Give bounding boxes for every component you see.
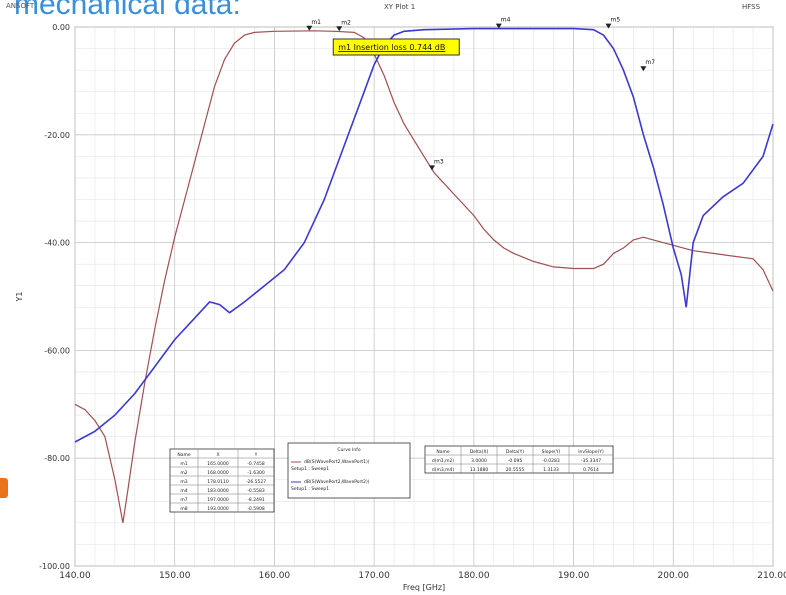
marker-table-cell: m2	[180, 470, 187, 476]
legend-entry-name: dB(S(WavePort2,WavePort2))	[304, 479, 370, 485]
x-tick-label: 140.00	[59, 571, 91, 581]
x-tick-label: 170.00	[358, 571, 390, 581]
x-axis-label: Freq [GHz]	[403, 583, 445, 592]
marker-label: m1	[311, 19, 321, 26]
marker-label: m3	[434, 158, 444, 165]
delta-table-header: Delta(X)	[470, 449, 489, 455]
marker-table-cell: 178.0110	[207, 479, 229, 485]
delta-table-cell: 20.5555	[506, 467, 525, 473]
delta-table-frame	[424, 445, 614, 474]
marker-table-cell: 168.0000	[207, 470, 229, 476]
y-tick-label: -80.00	[44, 454, 70, 463]
marker-triangle	[428, 165, 435, 171]
y-tick-label: 0.00	[52, 23, 70, 32]
y-tick-label: -60.00	[44, 346, 70, 355]
delta-table-cell: 0.7614	[583, 467, 599, 473]
marker-table-frame	[169, 448, 275, 513]
delta-table-cell: -0.0283	[542, 458, 560, 464]
marker-triangle	[336, 26, 343, 32]
legend-entry-setup: Setup1 : Sweep1	[291, 466, 329, 472]
slide-caption: mechanical data:	[14, 0, 241, 21]
marker-table: Name X Ym1 165.0000 -0.7458 m2 168.0000 -1.6300…	[169, 448, 275, 513]
legend-entry-name: dB(S(WavePort2,WavePort1))	[304, 459, 370, 465]
marker-label: m7	[645, 59, 655, 66]
delta-table-cell: 1.3133	[543, 467, 559, 473]
marker-table-cell: m8	[180, 506, 187, 512]
y-tick-label: -40.00	[44, 239, 70, 248]
delta-table: Name Delta(X) Delta(Y) Slope(Y) InvSlope(Y) d…	[424, 445, 614, 474]
x-tick-label: 210.00	[757, 571, 786, 581]
delta-table-cell: 3.0000	[471, 458, 487, 464]
marker-table-cell: -26.5527	[246, 479, 266, 485]
marker-table-cell: 193.0000	[207, 506, 229, 512]
marker-table-cell: 197.0000	[207, 497, 229, 503]
annotation-box	[332, 38, 460, 56]
marker-table-header: Name	[177, 452, 191, 458]
delta-table-header: Delta(Y)	[506, 449, 525, 455]
series-line-2	[74, 27, 774, 443]
marker-label: m4	[501, 17, 511, 24]
delta-table-cell: -35.3347	[581, 458, 601, 464]
marker-table-header: Y	[254, 452, 258, 458]
marker-label: m2	[341, 19, 351, 26]
marker-label: m5	[610, 17, 620, 24]
x-tick-label: 150.00	[159, 571, 191, 581]
y-tick-label: -20.00	[44, 131, 70, 140]
plot-title: XY Plot 1	[384, 3, 416, 11]
marker-table-cell: m1	[180, 461, 187, 467]
delta-table-cell: 13.1880	[470, 467, 489, 473]
y-axis-label: Y1	[15, 292, 24, 303]
delta-table-header: Slope(Y)	[542, 449, 561, 455]
delta-table-cell: d(m3,m4)	[432, 467, 455, 473]
marker-table-cell: m4	[180, 488, 187, 494]
marker-table-cell: m3	[180, 479, 187, 485]
annotation-text: m1 Insertion loss 0.744 dB	[338, 43, 445, 52]
marker-triangle	[306, 25, 313, 31]
marker-table-cell: m7	[180, 497, 187, 503]
marker-table-cell: 183.0000	[207, 488, 229, 494]
delta-table-header: Name	[436, 449, 450, 455]
marker-triangle	[495, 23, 502, 29]
marker-table-cell: -1.6300	[247, 470, 265, 476]
marker-table-cell: -0.7458	[247, 461, 265, 467]
y-tick-label: -100.00	[39, 562, 70, 571]
marker-table-cell: 165.0000	[207, 461, 229, 467]
marker-triangle	[640, 66, 647, 72]
legend-frame	[287, 442, 411, 499]
software-logo-text: HFSS	[742, 3, 761, 11]
marker-table-cell: -8.2491	[247, 497, 265, 503]
delta-table-cell: d(m1,m2)	[432, 458, 455, 464]
marker-table-cell: -0.5583	[247, 488, 265, 494]
series-line-1	[74, 30, 774, 524]
legend-entry-setup: Setup1 : Sweep1	[291, 486, 329, 492]
orange-tab-decoration	[0, 478, 8, 498]
legend-title: Curve Info	[337, 447, 360, 453]
marker-table-cell: -0.5908	[247, 506, 265, 512]
x-tick-label: 190.00	[558, 571, 590, 581]
software-label: ANSOFT	[6, 2, 35, 10]
legend-box: Curve InfodB(S(WavePort2,WavePort1))Setu…	[287, 442, 411, 499]
x-tick-label: 200.00	[658, 571, 690, 581]
marker-table-header: X	[216, 452, 219, 458]
delta-table-cell: -0.095	[508, 458, 523, 464]
delta-table-header: InvSlope(Y)	[578, 449, 604, 455]
marker-triangle	[605, 23, 612, 29]
x-tick-label: 160.00	[259, 571, 291, 581]
x-tick-label: 180.00	[458, 571, 490, 581]
